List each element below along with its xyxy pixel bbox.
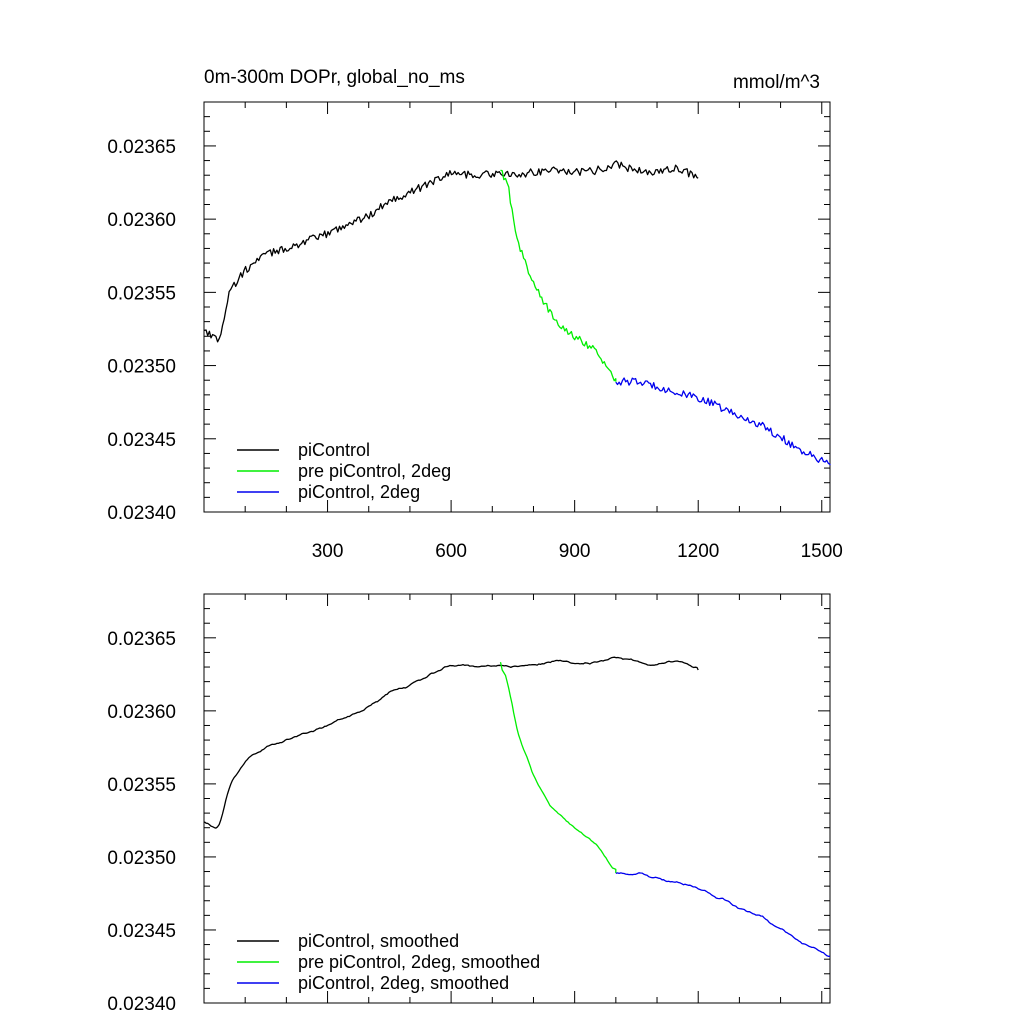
series-line-3 — [615, 377, 831, 466]
y-tick-label: 0.02345 — [107, 430, 176, 451]
y-tick-label: 0.02360 — [107, 702, 176, 723]
x-tick-label: 300 — [312, 541, 344, 562]
y-tick-label: 0.02350 — [107, 357, 176, 378]
x-tick-label: 600 — [435, 541, 467, 562]
series-line-3 — [615, 872, 830, 957]
x-tick-label: 1200 — [677, 541, 719, 562]
y-tick-label: 0.02365 — [107, 137, 176, 158]
legend-label: piControl, 2deg — [298, 482, 420, 502]
y-tick-label: 0.02340 — [107, 503, 176, 524]
y-tick-label: 0.02365 — [107, 629, 176, 650]
legend-label: pre piControl, 2deg, smoothed — [298, 952, 540, 972]
legend-label: pre piControl, 2deg — [298, 461, 451, 481]
legend-label: piControl — [298, 440, 370, 460]
series-line-2 — [499, 661, 617, 873]
y-tick-label: 0.02360 — [107, 210, 176, 231]
chart-panel-2: 0.02340 0.02345 0.02350 0.02355 0.02360 0.023… — [107, 593, 831, 1015]
series-line-1 — [204, 160, 699, 343]
chart-units: mmol/m^3 — [733, 72, 820, 93]
x-tick-label: 900 — [559, 541, 591, 562]
legend-label: piControl, 2deg, smoothed — [298, 973, 509, 993]
chart-panel-1: 300 600 900 1200 1500 0.02340 0.02345 0.02350 0.… — [107, 101, 843, 562]
y-tick-label: 0.02355 — [107, 283, 176, 304]
chart-title: 0m-300m DOPr, global_no_ms — [204, 67, 465, 88]
series-line-2 — [500, 169, 617, 382]
series-line-1 — [204, 656, 699, 829]
y-tick-label: 0.02350 — [107, 848, 176, 869]
y-tick-label: 0.02340 — [107, 994, 176, 1015]
x-tick-label: 1500 — [801, 541, 843, 562]
legend-label: piControl, smoothed — [298, 931, 459, 951]
y-tick-label: 0.02345 — [107, 921, 176, 942]
y-tick-label: 0.02355 — [107, 775, 176, 796]
